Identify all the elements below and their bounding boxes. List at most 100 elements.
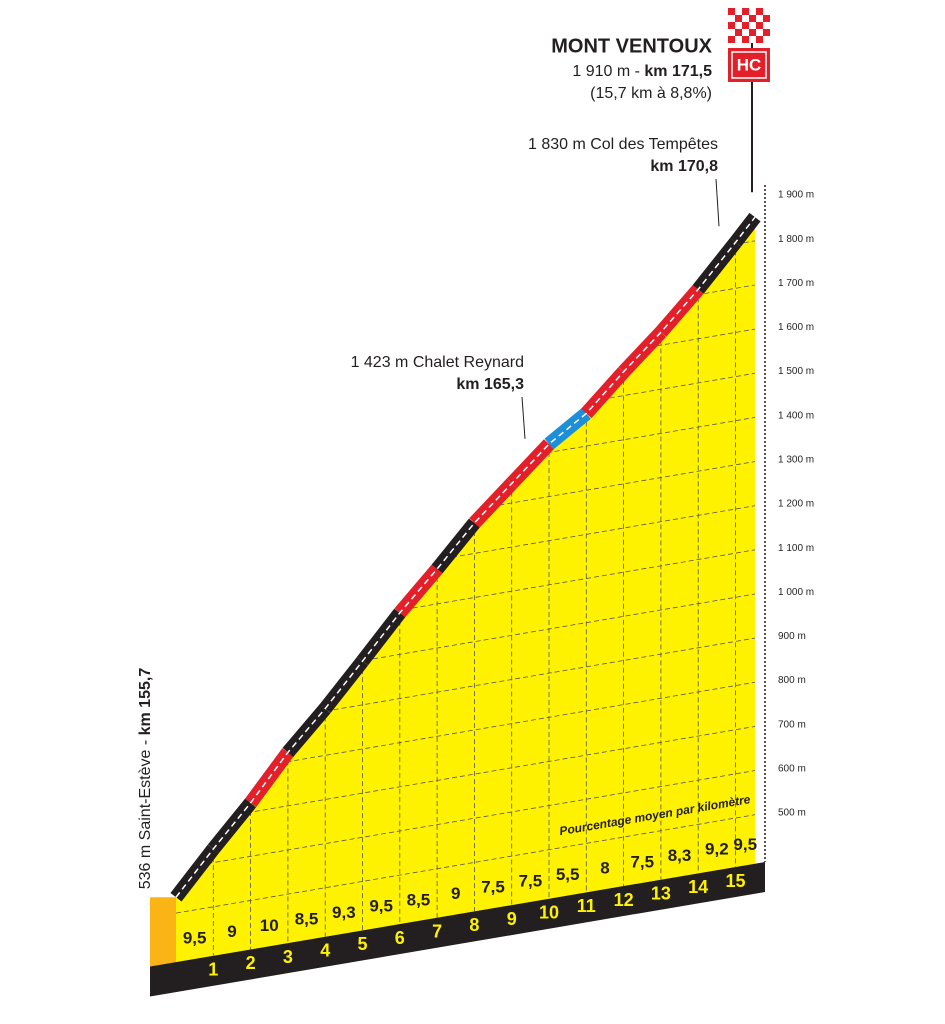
km-label: 5 (357, 934, 367, 954)
km-label: 1 (208, 960, 218, 980)
annotation-leader (715, 178, 720, 227)
flag-square (756, 29, 763, 36)
y-tick-label: 800 m (778, 675, 806, 686)
y-tick-label: 1 800 m (778, 234, 814, 245)
hc-box (728, 48, 770, 82)
hc-label: HC (737, 55, 762, 74)
value-label: 9,2 (705, 840, 729, 859)
hc-inner (731, 51, 767, 79)
y-tick-label: 1 700 m (778, 278, 814, 289)
start-label: 536 m Saint-Estève - km 155,7 (137, 668, 154, 890)
y-tick-label: 600 m (778, 763, 806, 774)
grid-line (176, 217, 765, 296)
flag-square (756, 15, 763, 22)
profile-centerline (175, 216, 756, 898)
grid-line (176, 768, 765, 870)
flag-square (735, 8, 742, 15)
flag-square (763, 36, 770, 43)
value-label: 9,3 (332, 903, 356, 922)
flag-square (749, 22, 756, 29)
y-tick-label: 1 400 m (778, 410, 814, 421)
flag-square (735, 36, 742, 43)
y-tick-label: 900 m (778, 631, 806, 642)
flag-square (728, 15, 735, 22)
value-label: 8,5 (295, 909, 319, 928)
flag-square (735, 15, 742, 22)
annotation-leader (521, 396, 526, 439)
value-label: 7,5 (519, 871, 543, 890)
km-label: 9 (507, 909, 517, 929)
side-face (150, 897, 176, 967)
km-label: 13 (651, 883, 671, 903)
flag-square (749, 8, 756, 15)
profile-area (176, 217, 765, 963)
flag-square (763, 29, 770, 36)
checkered-flag (728, 8, 770, 43)
flag-square (742, 29, 749, 36)
km-label: 15 (725, 871, 745, 891)
km-label: 2 (246, 953, 256, 973)
y-tick-label: 1 300 m (778, 454, 814, 465)
km-label: 8 (469, 915, 479, 935)
km-strip (150, 862, 765, 997)
value-label: 7,5 (630, 852, 654, 871)
km-label: 11 (577, 896, 596, 916)
value-label: 5,5 (556, 865, 580, 884)
value-label: 7,5 (481, 878, 505, 897)
flag-square (735, 29, 742, 36)
gradient-segment (729, 212, 761, 247)
y-tick-label: 500 m (778, 808, 806, 819)
km-label: 4 (320, 941, 330, 961)
y-tick-label: 700 m (778, 719, 806, 730)
subtitle: (15,7 km à 8,8%) (590, 85, 712, 102)
flag-square (742, 22, 749, 29)
flag-square (763, 22, 770, 29)
flag-square (728, 29, 735, 36)
flag-square (756, 8, 763, 15)
flag-square (749, 29, 756, 36)
flag-square (756, 36, 763, 43)
value-label: 8,5 (407, 890, 431, 909)
value-label: 8 (600, 859, 609, 878)
grid-line (176, 812, 765, 914)
y-tick-label: 1 900 m (778, 190, 814, 201)
flag-square (742, 15, 749, 22)
flag-square (742, 36, 749, 43)
summit-label: 1 910 m - km 171,5 (572, 63, 712, 80)
chart-title: MONT VENTOUX (551, 35, 712, 57)
flag-square (728, 36, 735, 43)
flag-square (742, 8, 749, 15)
value-label: 9 (451, 884, 460, 903)
flag-square (763, 8, 770, 15)
km-label: 12 (614, 890, 634, 910)
flag-square (749, 15, 756, 22)
km-label: 14 (688, 877, 708, 897)
summit-km: km 171,5 (644, 63, 712, 80)
value-label: 8,3 (668, 846, 692, 865)
value-label: 9 (227, 922, 236, 941)
start-km: km 155,7 (137, 668, 154, 736)
value-label: 9,5 (733, 835, 757, 854)
annotation-label: 1 830 m Col des Tempêtes (528, 136, 718, 153)
y-tick-label: 1 000 m (778, 587, 814, 598)
flag-square (756, 22, 763, 29)
y-tick-label: 1 100 m (778, 543, 814, 554)
y-tick-label: 1 600 m (778, 322, 814, 333)
flag-square (763, 15, 770, 22)
flag-square (728, 8, 735, 15)
km-label: 3 (283, 947, 293, 967)
summit-elevation: 1 910 m - (572, 63, 644, 80)
start-elevation: 536 m Saint-Estève - (137, 735, 154, 889)
flag-square (728, 22, 735, 29)
value-label: 9,5 (369, 897, 393, 916)
value-label: 10 (260, 916, 279, 935)
flag-square (735, 22, 742, 29)
annotation-km: km 170,8 (650, 158, 718, 175)
flag-square (749, 36, 756, 43)
km-label: 6 (395, 928, 405, 948)
km-label: 10 (539, 902, 559, 922)
km-label: 7 (432, 921, 442, 941)
gradient-segment (431, 518, 480, 574)
y-tick-label: 1 500 m (778, 366, 814, 377)
